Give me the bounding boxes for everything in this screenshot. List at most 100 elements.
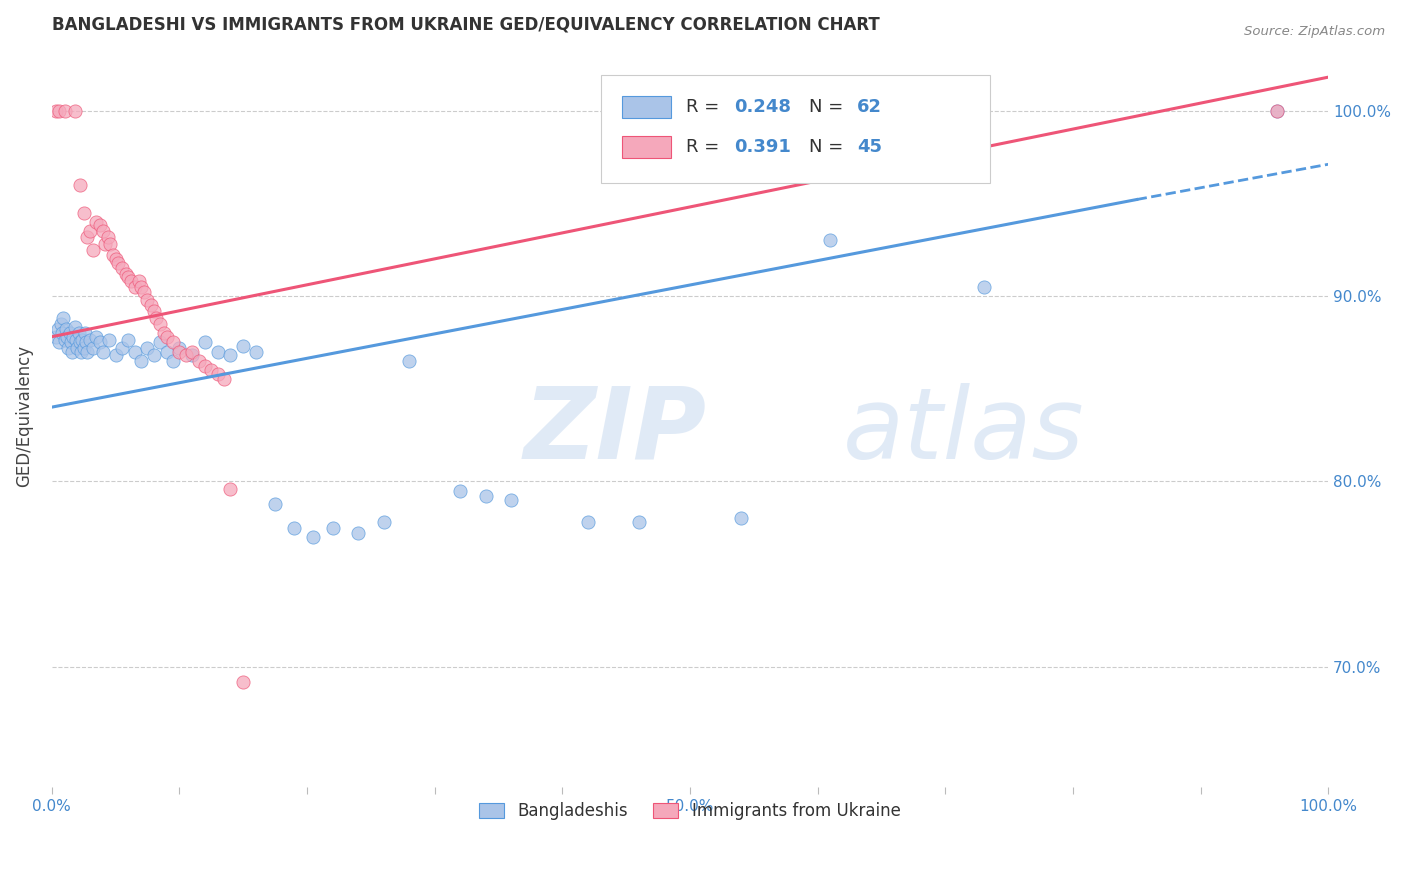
Point bbox=[56, 329, 79, 343]
Point bbox=[98, 334, 121, 348]
Point bbox=[101, 248, 124, 262]
Point bbox=[89, 219, 111, 233]
Point bbox=[69, 335, 91, 350]
Point bbox=[142, 348, 165, 362]
Text: R =: R = bbox=[686, 98, 725, 116]
Point bbox=[181, 344, 204, 359]
Point bbox=[187, 353, 209, 368]
Point bbox=[212, 372, 235, 386]
Point bbox=[45, 329, 67, 343]
Point bbox=[162, 335, 184, 350]
Point bbox=[136, 293, 159, 307]
Point bbox=[82, 341, 104, 355]
Point bbox=[48, 103, 70, 118]
Point bbox=[59, 326, 82, 340]
Point bbox=[49, 317, 72, 331]
Point bbox=[65, 334, 87, 348]
Point bbox=[302, 530, 325, 544]
Point bbox=[114, 267, 136, 281]
Point bbox=[264, 497, 287, 511]
Point bbox=[129, 353, 152, 368]
Point bbox=[53, 334, 76, 348]
FancyBboxPatch shape bbox=[600, 75, 990, 183]
Point bbox=[59, 335, 82, 350]
Text: ZIP: ZIP bbox=[524, 383, 707, 480]
FancyBboxPatch shape bbox=[623, 96, 671, 119]
Text: Source: ZipAtlas.com: Source: ZipAtlas.com bbox=[1244, 25, 1385, 38]
Point bbox=[219, 348, 242, 362]
Text: N =: N = bbox=[808, 138, 849, 156]
Text: BANGLADESHI VS IMMIGRANTS FROM UKRAINE GED/EQUIVALENCY CORRELATION CHART: BANGLADESHI VS IMMIGRANTS FROM UKRAINE G… bbox=[52, 15, 880, 33]
Point bbox=[72, 334, 94, 348]
Point bbox=[111, 341, 134, 355]
Point bbox=[52, 311, 75, 326]
Point bbox=[232, 339, 254, 353]
Point bbox=[46, 322, 69, 336]
Point bbox=[79, 224, 101, 238]
Point bbox=[156, 329, 179, 343]
Point bbox=[76, 344, 98, 359]
Point bbox=[76, 229, 98, 244]
Point bbox=[132, 285, 155, 300]
Point bbox=[207, 344, 229, 359]
Point bbox=[153, 326, 176, 340]
Legend: Bangladeshis, Immigrants from Ukraine: Bangladeshis, Immigrants from Ukraine bbox=[472, 796, 907, 827]
Point bbox=[142, 303, 165, 318]
Point bbox=[145, 311, 167, 326]
Point bbox=[162, 353, 184, 368]
Point bbox=[156, 344, 179, 359]
Point bbox=[449, 483, 471, 498]
Point bbox=[169, 341, 191, 355]
Point bbox=[62, 329, 84, 343]
Point bbox=[627, 515, 650, 529]
Point bbox=[48, 335, 70, 350]
Y-axis label: GED/Equivalency: GED/Equivalency bbox=[15, 345, 32, 488]
Point bbox=[141, 298, 163, 312]
Point bbox=[117, 334, 139, 348]
Point bbox=[124, 344, 146, 359]
Point bbox=[169, 344, 191, 359]
Point bbox=[100, 237, 122, 252]
Point bbox=[576, 515, 599, 529]
Point bbox=[73, 326, 96, 340]
Point bbox=[91, 224, 114, 238]
Point bbox=[1265, 103, 1288, 118]
Point bbox=[1265, 103, 1288, 118]
Point bbox=[94, 237, 117, 252]
Point bbox=[347, 526, 370, 541]
Text: 45: 45 bbox=[858, 138, 882, 156]
Point bbox=[730, 511, 752, 525]
Point bbox=[86, 215, 108, 229]
Point bbox=[283, 521, 305, 535]
Point bbox=[63, 103, 86, 118]
Point bbox=[60, 344, 83, 359]
Point bbox=[75, 335, 97, 350]
Text: R =: R = bbox=[686, 138, 725, 156]
Point bbox=[174, 348, 197, 362]
Point bbox=[124, 279, 146, 293]
Point bbox=[104, 252, 127, 266]
Point bbox=[129, 279, 152, 293]
Point bbox=[104, 348, 127, 362]
Point bbox=[111, 261, 134, 276]
Point bbox=[63, 320, 86, 334]
Point bbox=[67, 326, 90, 340]
Text: atlas: atlas bbox=[844, 383, 1085, 480]
Point bbox=[89, 335, 111, 350]
Text: 0.248: 0.248 bbox=[734, 98, 792, 116]
Point bbox=[107, 255, 129, 269]
Point bbox=[373, 515, 395, 529]
Point bbox=[45, 103, 67, 118]
Point bbox=[128, 274, 150, 288]
Point bbox=[194, 335, 217, 350]
Point bbox=[194, 359, 217, 374]
Point bbox=[66, 341, 89, 355]
Point bbox=[51, 326, 73, 340]
Point bbox=[58, 341, 80, 355]
Point bbox=[973, 279, 995, 293]
Point bbox=[474, 489, 496, 503]
Text: N =: N = bbox=[808, 98, 849, 116]
Point bbox=[97, 229, 120, 244]
Point bbox=[86, 329, 108, 343]
Point bbox=[136, 341, 159, 355]
